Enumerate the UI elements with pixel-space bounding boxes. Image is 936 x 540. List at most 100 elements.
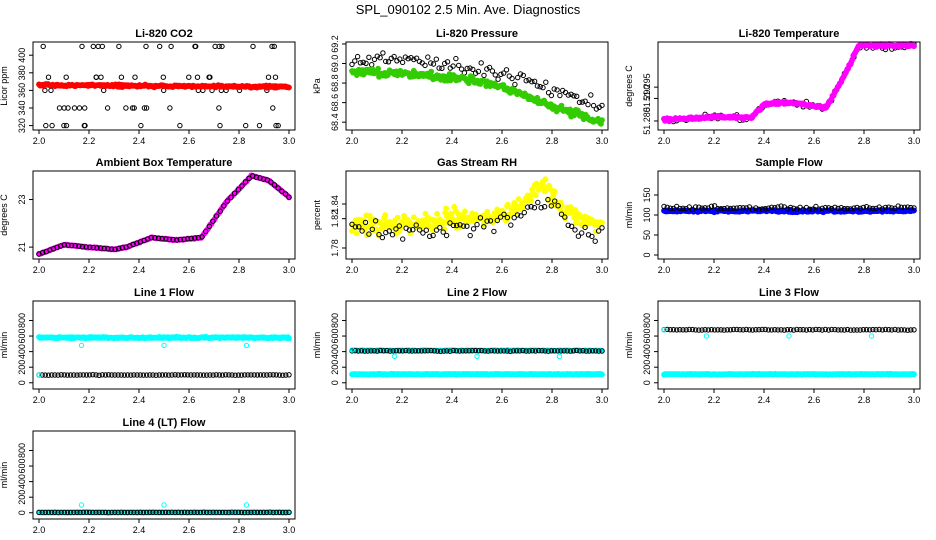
data-point: [380, 224, 387, 231]
y-tick-label: 51.290: [642, 85, 652, 113]
data-point: [402, 54, 409, 60]
y-tick-label: 380: [17, 65, 27, 80]
data-point: [273, 122, 279, 129]
data-point: [461, 208, 468, 215]
y-tick-label: 0: [642, 380, 652, 385]
data-point: [579, 230, 585, 236]
data-point: [354, 53, 361, 60]
data-point: [582, 98, 588, 104]
data-point: [517, 71, 524, 77]
data-point: [475, 68, 482, 75]
data-point: [453, 55, 459, 62]
data-point: [543, 79, 549, 85]
y-tick-label: 0: [642, 252, 652, 257]
data-point: [43, 122, 49, 129]
data-point: [256, 122, 263, 129]
x-tick-label: 2.8: [858, 395, 871, 405]
data-point: [433, 56, 439, 62]
data-point: [105, 246, 111, 252]
data-point: [470, 66, 476, 73]
data-point: [464, 65, 470, 72]
y-tick-label: 51.295: [642, 73, 652, 101]
y-axis-label: ml/min: [0, 462, 9, 489]
data-point: [216, 43, 222, 50]
y-tick-label: 69.2: [330, 35, 340, 53]
x-tick-label: 2.6: [183, 265, 196, 275]
data-point: [224, 198, 231, 204]
data-point: [132, 74, 138, 80]
data-point: [394, 214, 401, 221]
x-tick-label: 2.0: [33, 136, 46, 146]
data-point: [167, 105, 173, 111]
x-tick-label: 3.0: [908, 265, 921, 275]
plot-frame: [32, 170, 296, 260]
data-point: [568, 91, 574, 98]
data-point: [275, 122, 281, 129]
data-point: [219, 43, 225, 50]
data-point: [391, 353, 398, 359]
y-axis-label: degrees C: [0, 194, 9, 236]
y-tick-label: 0: [17, 380, 27, 385]
data-point: [119, 245, 126, 251]
data-point: [397, 56, 403, 62]
data-point: [382, 212, 389, 218]
data-point: [268, 179, 274, 185]
plot-frame: [657, 170, 921, 260]
panel-title: Gas Stream RH: [437, 157, 517, 169]
y-axis-label: degrees C: [624, 65, 634, 107]
data-point: [443, 205, 449, 212]
data-point: [270, 105, 276, 111]
data-point: [63, 122, 70, 129]
data-point: [36, 372, 42, 378]
data-point: [71, 105, 78, 111]
x-tick-label: 3.0: [283, 265, 296, 275]
data-point: [911, 371, 917, 378]
x-tick-label: 3.0: [596, 136, 609, 146]
y-tick-label: 200: [17, 360, 27, 375]
series-averaged: [349, 65, 605, 127]
data-point: [486, 64, 493, 71]
series-averaged-low: [349, 370, 605, 378]
data-point: [428, 68, 435, 75]
x-tick-label: 2.0: [658, 136, 671, 146]
x-tick-label: 2.8: [233, 395, 246, 405]
data-point: [573, 219, 579, 226]
data-point: [61, 242, 68, 248]
x-tick-label: 2.6: [808, 395, 821, 405]
data-point: [217, 208, 223, 214]
y-tick-label: 600: [330, 329, 340, 344]
y-tick-label: 400: [330, 344, 340, 359]
data-point: [82, 122, 88, 129]
data-point: [529, 79, 535, 85]
data-point: [118, 74, 125, 80]
data-point: [65, 242, 71, 248]
x-tick-label: 2.8: [546, 136, 559, 146]
y-tick-label: 0: [17, 510, 27, 515]
data-point: [588, 92, 594, 98]
x-tick-label: 2.2: [708, 395, 721, 405]
panel-line-1-flow: Line 1 Flow ml/min 2.0 2.2 2.4 2.6 2.8 3.0 0 2004…: [0, 287, 296, 405]
data-point: [199, 234, 205, 240]
data-point: [399, 59, 406, 66]
data-point: [537, 84, 543, 90]
x-tick-label: 2.4: [446, 136, 459, 146]
data-point: [534, 83, 541, 89]
x-tick-label: 3.0: [283, 525, 296, 535]
panel-li-820-temperature: Li-820 Temperature degrees C 2.0 2.2 2.4 2.6 2…: [624, 28, 921, 146]
x-tick-label: 2.2: [708, 265, 721, 275]
data-point: [441, 226, 448, 232]
data-point: [232, 190, 238, 197]
x-tick-label: 2.0: [33, 395, 46, 405]
data-point: [911, 43, 917, 50]
data-point: [532, 192, 539, 199]
panel-title: Line 3 Flow: [759, 287, 819, 299]
y-tick-label: 50: [642, 230, 652, 240]
y-tick-label: 800: [642, 313, 652, 328]
data-point: [260, 176, 267, 182]
data-point: [98, 74, 104, 80]
data-point: [123, 105, 129, 111]
data-point: [385, 59, 392, 65]
data-point: [42, 87, 48, 94]
y-axis-label: percent: [312, 199, 322, 230]
data-point: [416, 58, 423, 65]
